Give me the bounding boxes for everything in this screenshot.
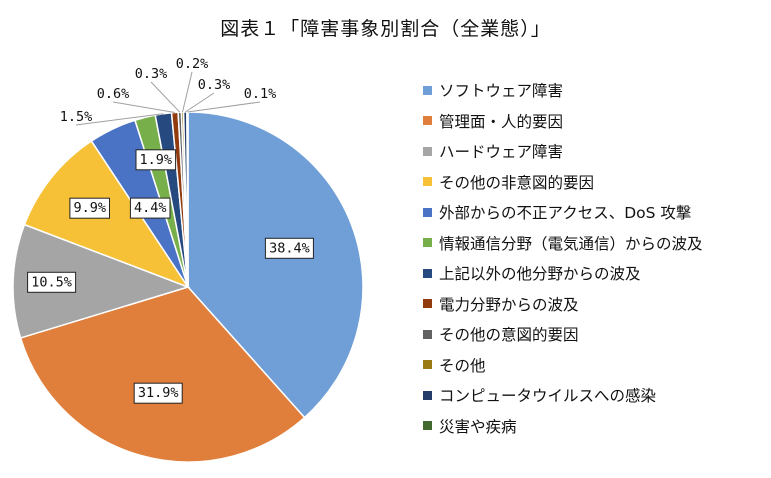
legend-label: 外部からの不正アクセス、DoS 攻撃 [439, 204, 692, 223]
data-label-box-human [133, 382, 183, 404]
data-label-telecom: 1.9% [140, 152, 173, 168]
legend-swatch [423, 177, 432, 187]
legend-label: 情報通信分野（電気通信）からの波及 [439, 234, 703, 253]
legend-label: その他の意図的要因 [439, 326, 579, 345]
leader-line-power [112, 101, 175, 113]
data-label-box-software [264, 237, 314, 259]
legend-item-virus: コンピュータウイルスへの感染 [423, 380, 703, 411]
legend-swatch [423, 329, 432, 339]
legend-swatch [423, 360, 432, 370]
data-label-human: 31.9% [138, 385, 179, 401]
legend-swatch [423, 299, 432, 309]
legend-item-software: ソフトウェア障害 [423, 75, 703, 106]
legend-item-disaster: 災害や疾病 [423, 411, 703, 442]
legend-item-other-sector: 上記以外の他分野からの波及 [423, 258, 703, 289]
legend-swatch [423, 207, 432, 217]
leader-line-disaster [187, 101, 261, 113]
leader-line-other [182, 71, 193, 113]
legend-label: 電力分野からの波及 [439, 295, 579, 314]
legend-swatch [423, 268, 432, 278]
legend-swatch [423, 390, 432, 400]
data-label-box-unintentional [69, 197, 110, 219]
data-label-disaster: 0.1% [244, 86, 277, 102]
legend-item-other: その他 [423, 350, 703, 381]
legend-label: 上記以外の他分野からの波及 [439, 265, 641, 284]
legend-item-unintentional: その他の非意図的要因 [423, 167, 703, 198]
data-label-other-sector: 1.5% [60, 109, 93, 125]
chart-title: 図表１「障害事象別割合（全業態）」 [220, 18, 551, 40]
data-label-unintentional: 9.9% [73, 200, 106, 216]
data-label-unauthorized: 4.4% [134, 200, 167, 216]
legend-item-telecom: 情報通信分野（電気通信）からの波及 [423, 228, 703, 259]
legend-label: ハードウェア障害 [439, 143, 564, 162]
data-label-intentional: 0.3% [135, 66, 168, 82]
legend-swatch [423, 238, 432, 248]
pie-slice-human [19, 286, 306, 463]
legend-swatch [423, 116, 432, 126]
legend-label: その他 [439, 356, 486, 375]
data-label-software: 38.4% [269, 240, 310, 256]
legend-swatch [423, 421, 432, 431]
pie-slice-hardware [12, 223, 191, 339]
data-label-box-telecom [135, 149, 177, 171]
legend-item-unauthorized: 外部からの不正アクセス、DoS 攻撃 [423, 197, 703, 228]
chart-legend: ソフトウェア障害 管理面・人的要因 ハードウェア障害その他の非意図的要因外部からの不… [423, 75, 703, 441]
legend-label: その他の非意図的要因 [439, 173, 595, 192]
leader-line-other-sector [75, 113, 164, 126]
data-label-power: 0.6% [97, 86, 130, 102]
data-label-virus: 0.3% [198, 77, 231, 93]
data-label-box-hardware [27, 271, 77, 293]
legend-swatch [423, 146, 432, 156]
leader-line-virus [185, 92, 215, 113]
legend-item-power: 電力分野からの波及 [423, 289, 703, 320]
legend-label: 災害や疾病 [439, 417, 517, 436]
data-label-box-unauthorized [129, 197, 171, 219]
data-label-other: 0.2% [176, 56, 209, 72]
data-label-hardware: 10.5% [31, 274, 72, 290]
legend-label: 管理面・人的要因 [439, 112, 564, 131]
leader-line-intentional [150, 81, 181, 113]
legend-label: コンピュータウイルスへの感染 [439, 387, 657, 406]
legend-label: ソフトウェア障害 [439, 82, 564, 101]
legend-swatch [423, 85, 432, 95]
pie-slice-software [187, 111, 364, 419]
legend-item-human: 管理面・人的要因 [423, 106, 703, 137]
legend-item-intentional: その他の意図的要因 [423, 319, 703, 350]
legend-item-hardware: ハードウェア障害 [423, 136, 703, 167]
